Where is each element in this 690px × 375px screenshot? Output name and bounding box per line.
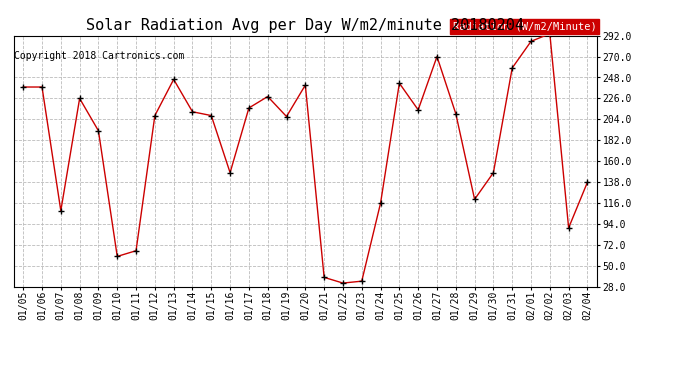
Text: Copyright 2018 Cartronics.com: Copyright 2018 Cartronics.com <box>14 51 184 61</box>
Title: Solar Radiation Avg per Day W/m2/minute 20180204: Solar Radiation Avg per Day W/m2/minute … <box>86 18 524 33</box>
Text: Radiation (W/m2/Minute): Radiation (W/m2/Minute) <box>453 22 597 32</box>
